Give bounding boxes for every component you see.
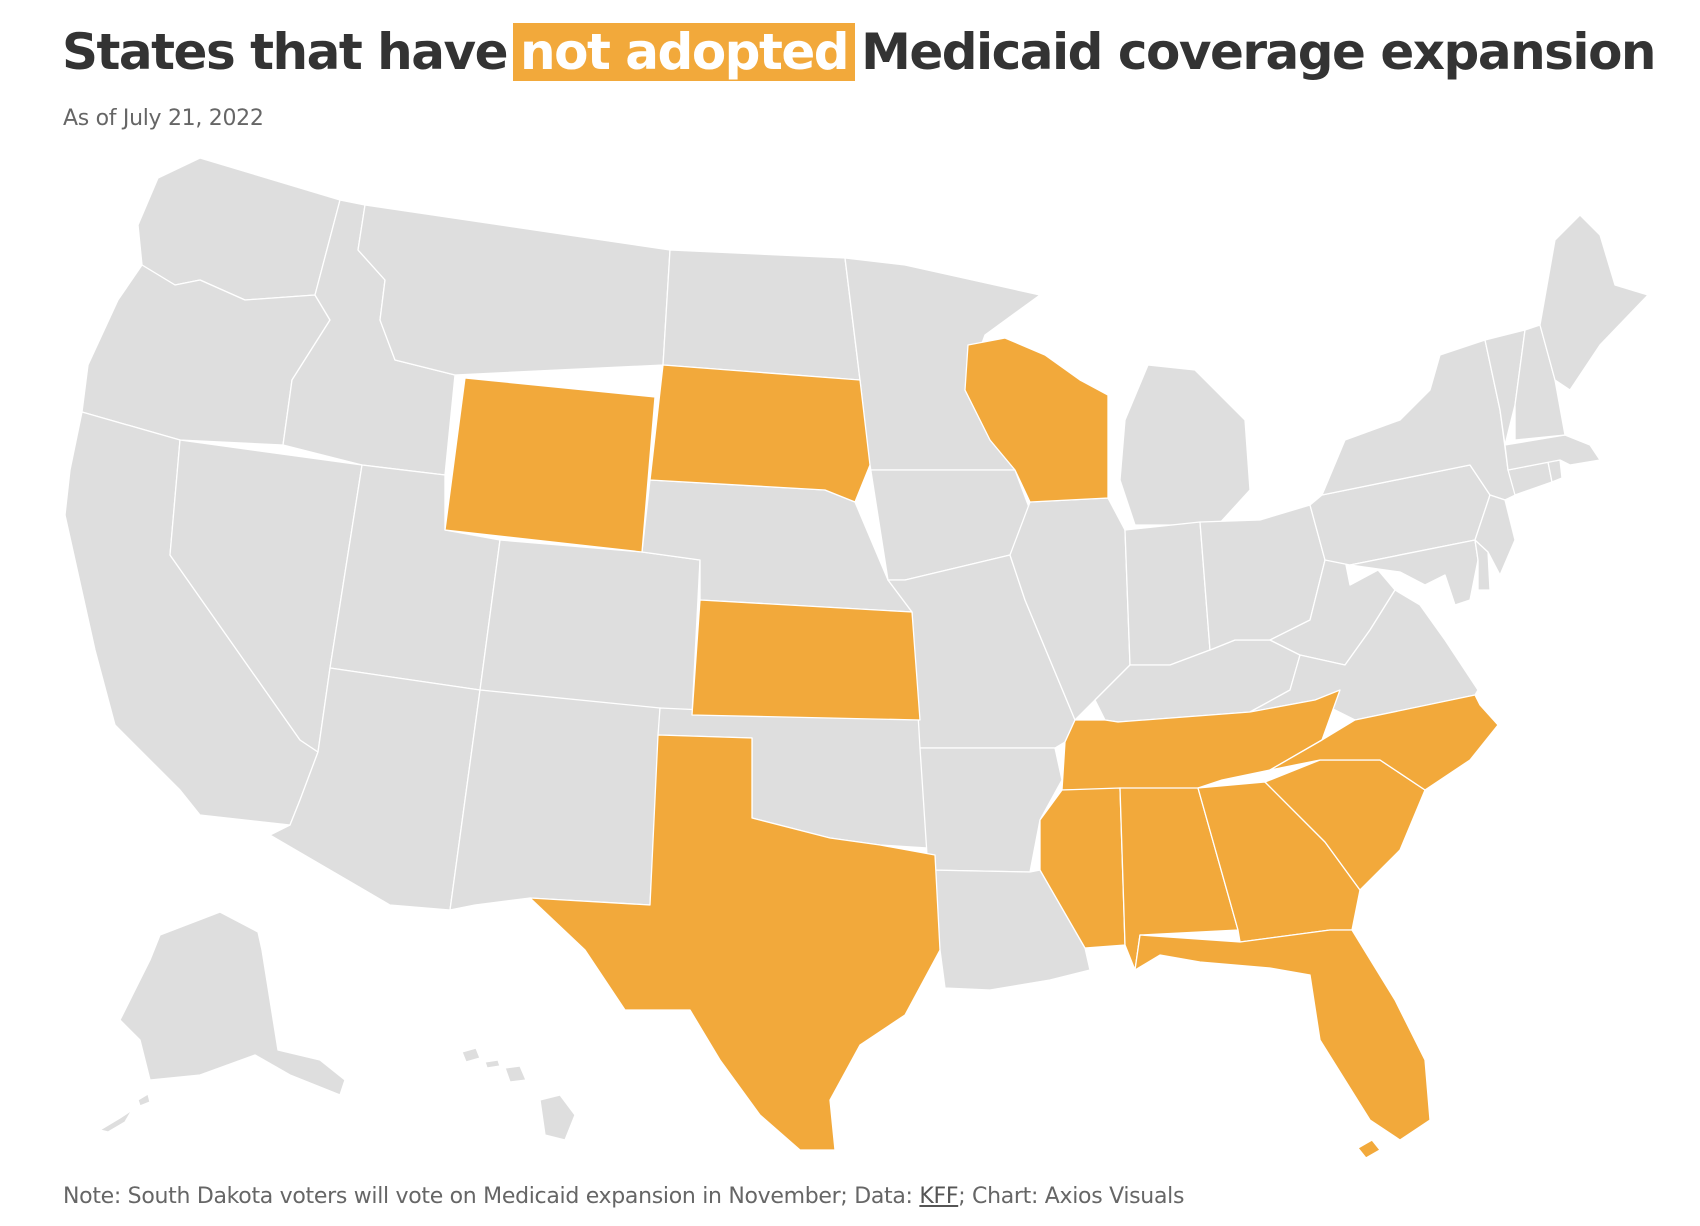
state-wisconsin [964, 337, 1109, 503]
source-link[interactable]: KFF [919, 1184, 959, 1209]
state-montana [357, 204, 671, 376]
state-texas [529, 734, 941, 1151]
state-south-dakota [649, 364, 871, 503]
state-michigan [1119, 364, 1251, 526]
state-maine [1539, 214, 1649, 391]
state-north-dakota [662, 249, 861, 381]
state-washington [137, 157, 341, 301]
title-after: Medicaid coverage expansion [861, 23, 1656, 81]
state-massachusetts [1504, 434, 1601, 471]
state-alaska [99, 911, 346, 1133]
note-text-before: Note: South Dakota voters will vote on M… [63, 1184, 920, 1209]
state-louisiana [927, 869, 1091, 991]
title-before: States that have [62, 23, 509, 81]
state-indiana [1124, 521, 1211, 666]
state-wyoming [444, 377, 656, 553]
state-vermont [1484, 329, 1526, 446]
state-new-jersey [1474, 494, 1516, 576]
title-highlight: not adopted [513, 23, 856, 81]
state-hawaii [461, 1047, 576, 1141]
state-illinois [1009, 497, 1131, 721]
state-colorado [479, 539, 701, 716]
chart-note: Note: South Dakota voters will vote on M… [63, 1184, 1184, 1209]
chart-subtitle: As of July 21, 2022 [63, 106, 264, 131]
chart-title: States that have not adopted Medicaid cove… [62, 12, 1657, 92]
state-kansas [691, 599, 921, 721]
state-florida [1134, 929, 1431, 1159]
note-text-after: ; Chart: Axios Visuals [958, 1184, 1185, 1209]
state-north-carolina [1269, 694, 1499, 791]
state-new-mexico [449, 689, 661, 911]
